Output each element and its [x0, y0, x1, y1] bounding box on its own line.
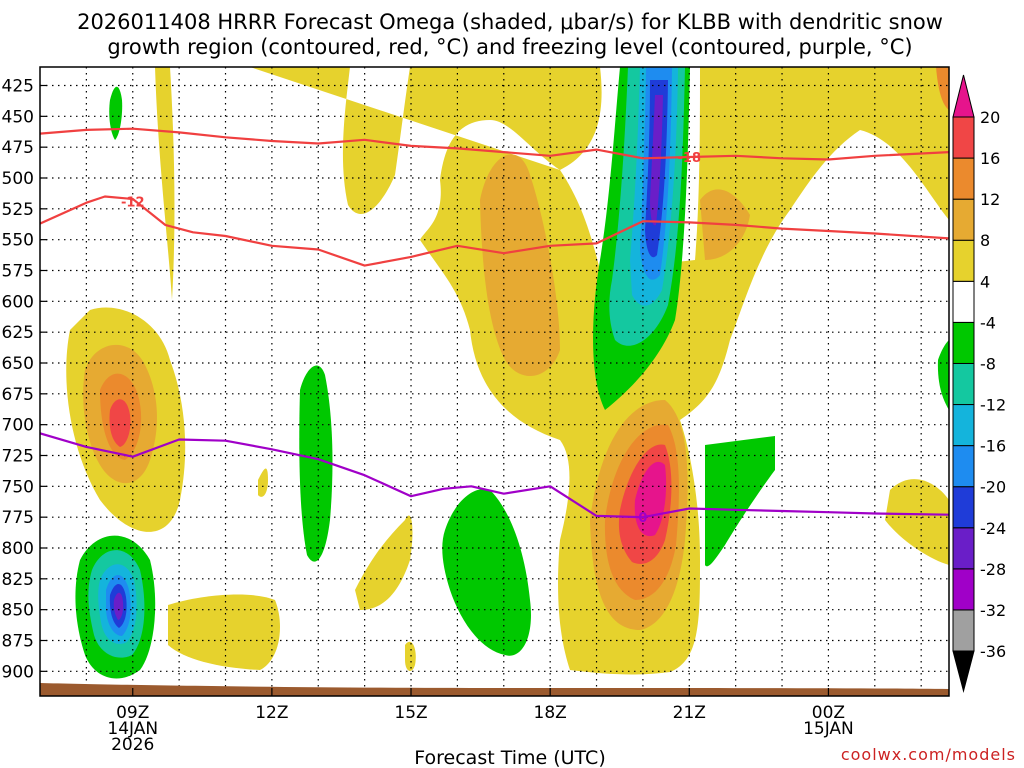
colorbar-segment — [952, 568, 975, 611]
colorbar-segment — [952, 609, 975, 652]
contour-line--12 — [40, 195, 949, 267]
y-tick-label: 600 — [2, 292, 34, 312]
y-tick-label: 625 — [2, 323, 34, 343]
omega-region — [650, 95, 663, 226]
colorbar-tick-label: -20 — [980, 478, 1006, 497]
x-axis-label: Forecast Time (UTC) — [414, 747, 605, 768]
y-tick-label: 650 — [2, 354, 34, 374]
x-tick-label: 18Z — [534, 703, 567, 723]
y-tick-label: 575 — [2, 262, 34, 282]
x-tick-label: 12Z — [255, 703, 288, 723]
y-axis: 425 450 475 500 525 550 575 600 625 650 675 700 725 7… — [2, 77, 47, 682]
omega-region — [480, 154, 560, 377]
colorbar-tick-label: 20 — [980, 108, 1000, 127]
y-tick-label: 800 — [2, 539, 34, 559]
colorbar-tick-label: -36 — [980, 642, 1006, 661]
omega-region — [937, 340, 949, 410]
omega-region — [258, 468, 268, 497]
contour-label-0: 0 — [638, 511, 647, 526]
colorbar-segment — [952, 239, 975, 282]
colorbar-segment — [952, 116, 975, 159]
y-tick-label: 775 — [2, 508, 34, 528]
y-tick-label: 750 — [2, 477, 34, 497]
y-tick-label: 825 — [2, 570, 34, 590]
colorbar-tick-label: -32 — [980, 601, 1006, 620]
colorbar-tick-label: -28 — [980, 560, 1006, 579]
y-tick-label: 450 — [2, 107, 34, 127]
colorbar-segment — [952, 445, 975, 488]
chart-title-line1: 2026011408 HRRR Forecast Omega (shaded, … — [77, 10, 943, 34]
colorbar-tick-label: 12 — [980, 190, 1000, 209]
colorbar-tick-label: -12 — [980, 396, 1006, 415]
colorbar-segment — [952, 527, 975, 570]
chart-title-line2: growth region (contoured, red, °C) and f… — [107, 35, 912, 59]
x-tick-label: 00Z — [812, 703, 845, 723]
credit-text[interactable]: coolwx.com/models — [841, 745, 1016, 764]
terrain-surface — [40, 683, 949, 696]
y-tick-label: 675 — [2, 385, 34, 405]
colorbar-segment — [952, 321, 975, 364]
grid-lines — [40, 67, 949, 696]
omega-region — [155, 67, 175, 300]
omega-region — [936, 67, 949, 110]
x-tick-label: 15JAN — [803, 719, 854, 739]
contour-label--18: -18 — [678, 151, 702, 166]
omega-region — [109, 86, 123, 140]
y-tick-label: 500 — [2, 169, 34, 189]
colorbar-tick-label: -16 — [980, 437, 1006, 456]
plot-frame — [39, 66, 950, 697]
colorbar-tick-label: 4 — [980, 272, 990, 291]
colorbar-segment — [952, 280, 975, 323]
contour-label--12: -12 — [121, 195, 145, 210]
x-tick-label: 09Z — [116, 703, 149, 723]
omega-region — [168, 594, 280, 670]
y-tick-label: 725 — [2, 447, 34, 467]
x-tick-label: 2026 — [111, 735, 154, 755]
colorbar: -36 -32 -28 -24 -20 -16 -12 -8 -4 4 8 12 16 20 — [952, 74, 1006, 693]
y-tick-label: 475 — [2, 138, 34, 158]
colorbar-over-arrow — [952, 74, 975, 118]
x-tick-label: 21Z — [673, 703, 706, 723]
colorbar-tick-label: -24 — [980, 519, 1006, 538]
omega-region — [113, 592, 124, 620]
colorbar-segment — [952, 404, 975, 447]
x-tick-label: 14JAN — [107, 719, 158, 739]
omega-region — [442, 489, 531, 656]
colorbar-tick-label: -4 — [980, 313, 996, 332]
y-tick-label: 550 — [2, 231, 34, 251]
omega-region — [109, 399, 131, 447]
omega-region — [705, 436, 775, 567]
y-tick-label: 850 — [2, 601, 34, 621]
contour-line--18 — [40, 127, 949, 161]
colorbar-segment — [952, 198, 975, 241]
y-tick-label: 525 — [2, 200, 34, 220]
omega-region — [405, 641, 416, 672]
y-tick-label: 900 — [2, 662, 34, 682]
contour-lines: -12 -18 0 — [40, 127, 949, 526]
y-tick-label: 700 — [2, 416, 34, 436]
omega-region — [355, 515, 413, 610]
y-tick-label: 425 — [2, 77, 34, 97]
omega-region — [299, 365, 333, 562]
colorbar-under-arrow — [952, 650, 975, 693]
colorbar-segment — [952, 157, 975, 200]
colorbar-tick-label: 8 — [980, 231, 990, 250]
colorbar-tick-label: 16 — [980, 149, 1000, 168]
colorbar-segment — [952, 486, 975, 529]
contour-line-0 — [40, 432, 949, 519]
colorbar-segment — [952, 362, 975, 406]
x-tick-label: 15Z — [394, 703, 427, 723]
y-tick-label: 875 — [2, 632, 34, 652]
colorbar-tick-label: -8 — [980, 354, 996, 373]
omega-region — [885, 479, 949, 565]
